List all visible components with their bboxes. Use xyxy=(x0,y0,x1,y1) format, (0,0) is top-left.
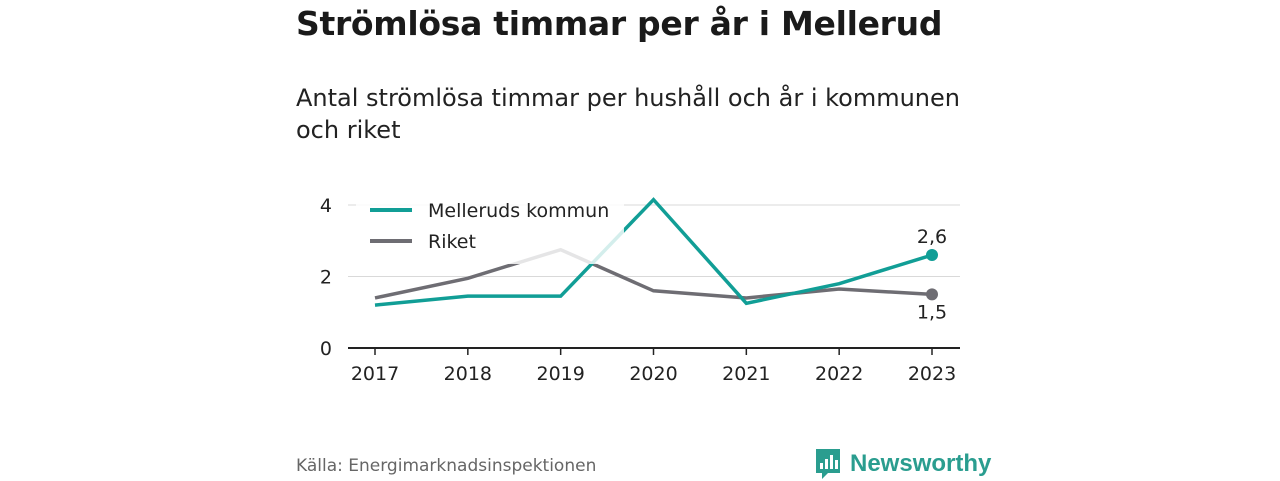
bar-chart-bubble-icon xyxy=(816,449,840,479)
end-point-marker xyxy=(926,288,938,301)
chart-title: Strömlösa timmar per år i Mellerud xyxy=(296,4,943,43)
series-line-riket xyxy=(374,247,933,300)
legend-backdrop xyxy=(356,190,624,264)
brand: Newsworthy xyxy=(814,447,991,481)
data-label: 2,6 xyxy=(917,226,947,248)
y-tick-label: 2 xyxy=(320,267,332,289)
data-label: 1,5 xyxy=(917,301,947,323)
series-line-mellerud xyxy=(374,197,933,307)
x-tick-label: 2017 xyxy=(351,363,399,385)
x-tick-label: 2020 xyxy=(629,363,677,385)
end-point-marker xyxy=(926,249,938,262)
x-tick-label: 2023 xyxy=(908,363,956,385)
x-tick-label: 2019 xyxy=(536,363,584,385)
legend-label: Melleruds kommun xyxy=(428,200,609,222)
legend-label: Riket xyxy=(428,231,476,253)
y-tick-label: 4 xyxy=(320,195,332,217)
x-tick-label: 2022 xyxy=(815,363,863,385)
x-tick-label: 2021 xyxy=(722,363,770,385)
x-tick-label: 2018 xyxy=(444,363,492,385)
source-note: Källa: Energimarknadsinspektionen xyxy=(296,456,597,476)
chart-subtitle: Antal strömlösa timmar per hushåll och å… xyxy=(296,84,960,144)
y-tick-label: 0 xyxy=(320,338,332,360)
brand-name: Newsworthy xyxy=(850,450,992,477)
